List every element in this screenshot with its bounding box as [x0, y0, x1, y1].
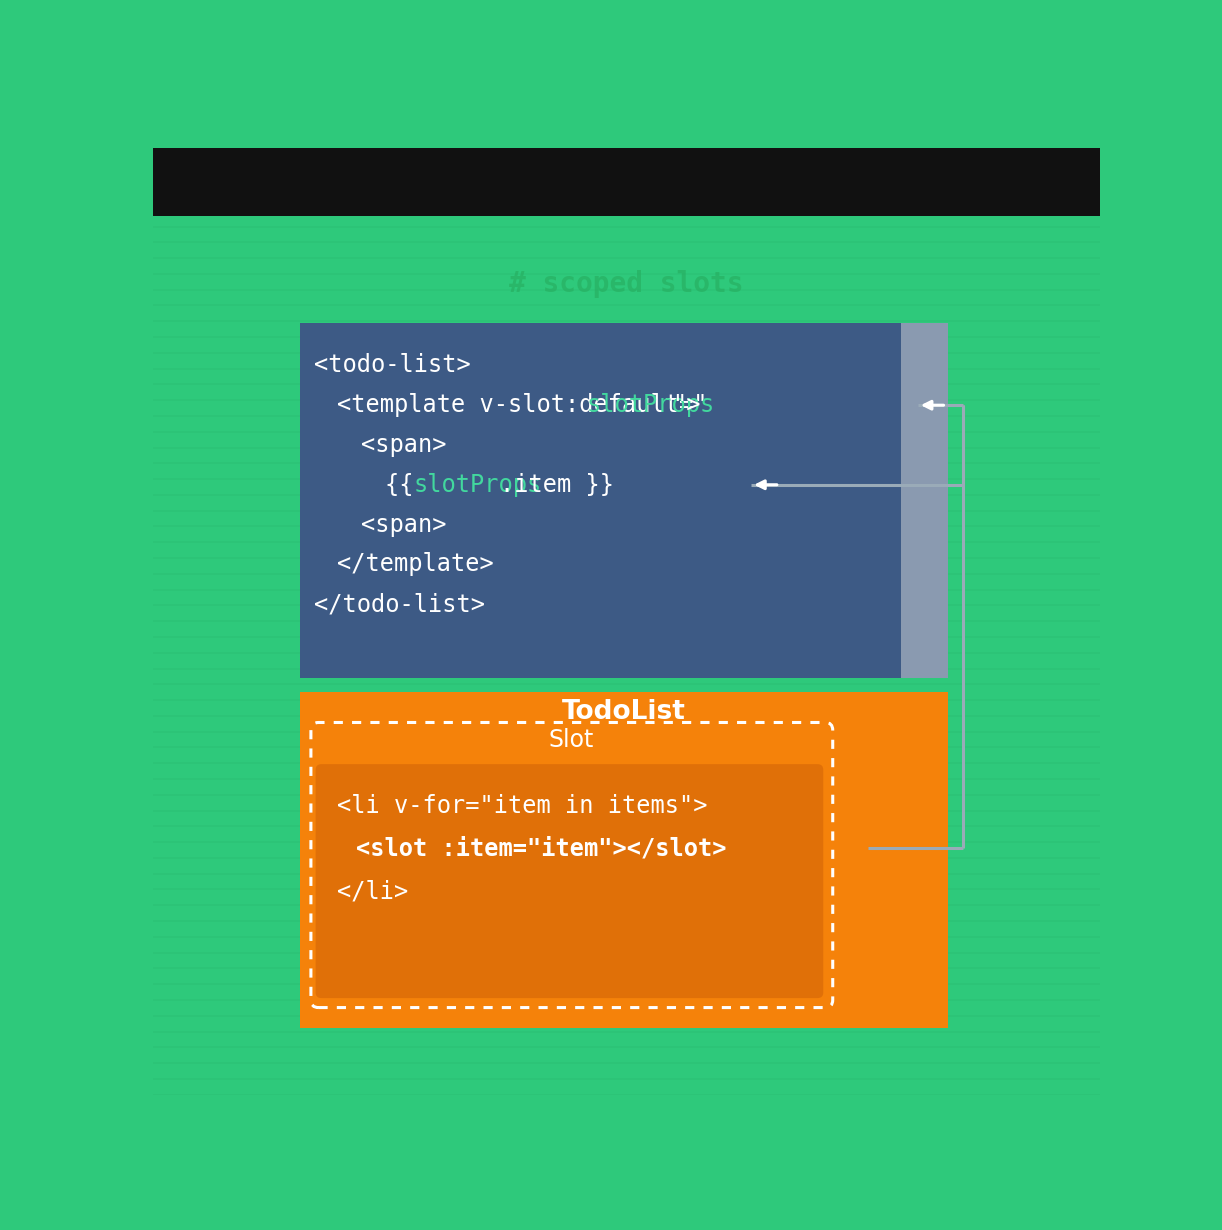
Text: </todo-list>: </todo-list> — [314, 592, 485, 616]
Text: <todo-list>: <todo-list> — [314, 353, 470, 378]
Bar — [299, 692, 948, 1028]
Text: TodoList: TodoList — [561, 699, 686, 724]
Bar — [901, 322, 948, 678]
Text: ">: "> — [672, 394, 700, 417]
Text: # scoped slots: # scoped slots — [510, 269, 743, 298]
Text: {{: {{ — [385, 472, 428, 497]
Text: .item }}: .item }} — [500, 472, 613, 497]
Text: slotProps: slotProps — [587, 394, 715, 417]
Text: <slot :item="item"></slot>: <slot :item="item"></slot> — [357, 836, 727, 861]
Text: </template>: </template> — [337, 552, 494, 577]
Text: <li v-for="item in items">: <li v-for="item in items"> — [337, 793, 708, 818]
FancyBboxPatch shape — [315, 764, 824, 998]
Text: slotProps: slotProps — [413, 472, 541, 497]
Text: Slot: Slot — [549, 727, 594, 752]
Bar — [153, 148, 1100, 215]
Text: <span>: <span> — [362, 513, 446, 536]
Text: </li>: </li> — [337, 879, 408, 903]
Text: <template v-slot:default=": <template v-slot:default=" — [337, 394, 708, 417]
Text: <span>: <span> — [362, 433, 446, 458]
Bar — [299, 322, 901, 678]
